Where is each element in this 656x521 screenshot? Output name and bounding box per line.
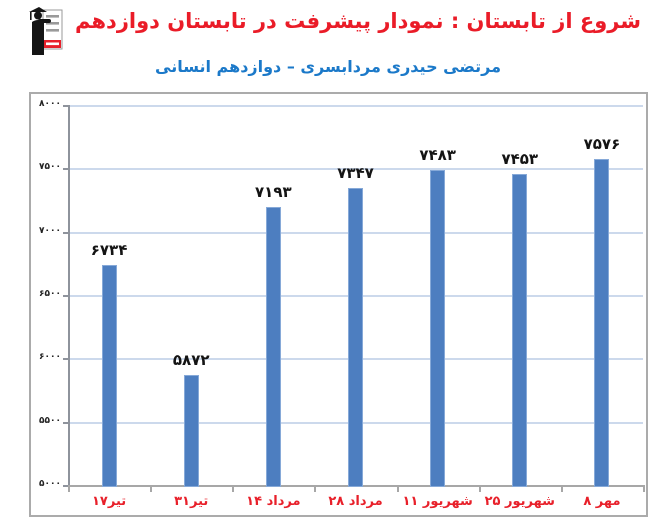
y-tick xyxy=(63,421,68,424)
y-axis-line xyxy=(68,105,70,485)
y-tick xyxy=(63,485,68,487)
x-tick xyxy=(68,487,70,492)
gridline xyxy=(68,105,643,107)
bar xyxy=(183,374,199,487)
y-tick xyxy=(63,105,68,107)
x-tick xyxy=(478,487,481,492)
x-tick xyxy=(150,487,153,492)
page-subtitle: مرتضی حیدری مردابسری – دوازدهم انسانی xyxy=(155,57,501,76)
plot-area: ۵۰۰۰ ۵۵۰۰ ۶۰۰۰ ۶۵۰۰ ۷۰۰۰ ۷۵۰۰ ۸۰۰۰ ۶۷۳۴ ۱۷تیر ۵۸۷… xyxy=(31,94,646,515)
x-tick xyxy=(232,487,235,492)
y-tick xyxy=(63,231,68,234)
y-tick xyxy=(63,295,68,297)
x-axis-label: ۱۷تیر xyxy=(91,494,127,509)
bar xyxy=(594,158,610,487)
y-axis-label: ۶۰۰۰ xyxy=(39,352,61,363)
bar xyxy=(265,207,281,487)
x-axis-label: ۲۸ مرداد xyxy=(328,494,383,509)
gridline xyxy=(68,168,643,171)
bar-value-label: ۶۷۳۴ xyxy=(90,241,128,260)
x-tick xyxy=(396,487,399,492)
y-tick xyxy=(63,358,68,361)
x-axis-label: ۱۴ مرداد xyxy=(246,494,301,509)
y-axis-label: ۸۰۰۰ xyxy=(39,99,61,109)
page-title: شروع از تابستان : نمودار پیشرفت در تابست… xyxy=(75,9,641,33)
y-axis-label: ۷۰۰۰ xyxy=(39,225,61,236)
y-axis-label: ۷۵۰۰ xyxy=(39,162,61,173)
bar-value-label: ۷۳۴۷ xyxy=(337,163,374,182)
bar-value-label: ۷۴۸۳ xyxy=(419,146,456,165)
x-axis-label: ۱۱ شهریور xyxy=(402,494,473,509)
y-axis-label: ۶۵۰۰ xyxy=(39,289,61,299)
x-tick xyxy=(560,487,563,492)
y-axis-label: ۵۵۰۰ xyxy=(39,415,61,426)
x-axis-label: ۸ مهر xyxy=(583,494,621,509)
x-axis-label: ۳۱تیر xyxy=(174,494,209,509)
bar xyxy=(430,170,446,487)
bar xyxy=(101,265,117,487)
bar-value-label: ۷۱۹۳ xyxy=(255,183,292,202)
bar xyxy=(512,174,528,487)
x-tick xyxy=(314,487,317,492)
bar-value-label: ۵۸۷۲ xyxy=(172,350,210,369)
bar xyxy=(348,187,363,487)
bar-value-label: ۷۴۵۳ xyxy=(501,150,539,169)
y-axis-label: ۵۰۰۰ xyxy=(39,479,61,489)
y-tick xyxy=(63,168,68,171)
x-axis-label: ۲۵ شهریور xyxy=(484,494,555,509)
x-tick xyxy=(643,487,645,492)
bar-value-label: ۷۵۷۶ xyxy=(583,134,621,153)
progress-bar-chart: ۵۰۰۰ ۵۵۰۰ ۶۰۰۰ ۶۵۰۰ ۷۰۰۰ ۷۵۰۰ ۸۰۰۰ ۶۷۳۴ ۱۷تیر ۵۸۷… xyxy=(29,92,648,517)
graduate-student-logo-icon xyxy=(27,4,65,58)
